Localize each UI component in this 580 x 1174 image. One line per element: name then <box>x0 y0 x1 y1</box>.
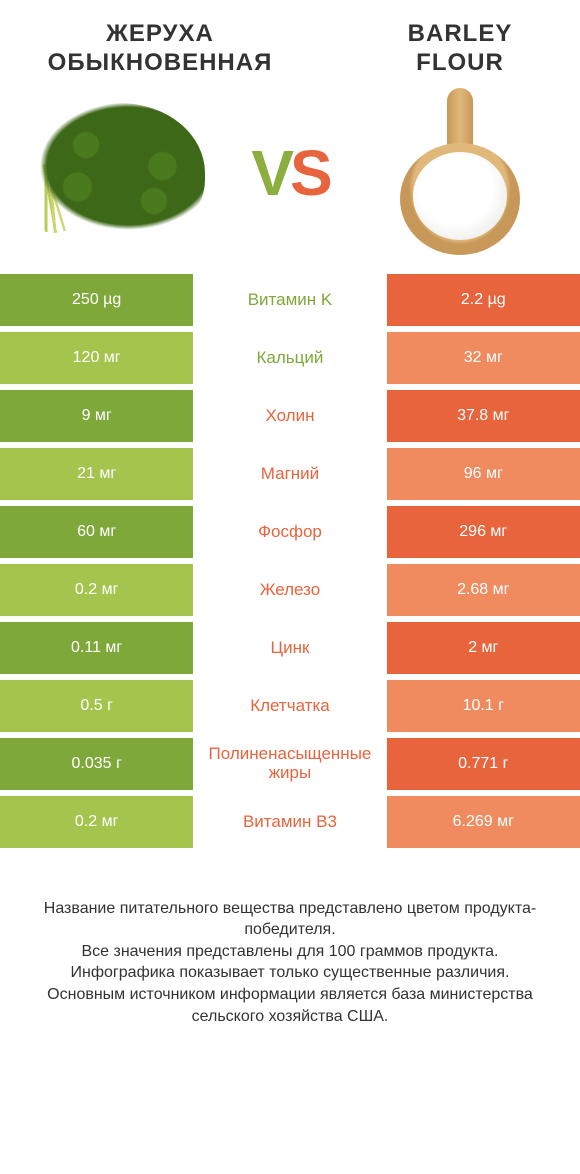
right-value: 2.2 µg <box>387 274 580 326</box>
table-row: 250 µgВитамин K2.2 µg <box>0 274 580 326</box>
right-value: 32 мг <box>387 332 580 384</box>
table-row: 0.2 мгВитамин B36.269 мг <box>0 796 580 848</box>
left-food-image <box>30 98 210 248</box>
table-row: 0.5 гКлетчатка10.1 г <box>0 680 580 732</box>
left-value: 0.5 г <box>0 680 193 732</box>
table-row: 9 мгХолин37.8 мг <box>0 390 580 442</box>
nutrient-name: Полиненасыщенные жиры <box>193 738 386 790</box>
left-value: 250 µg <box>0 274 193 326</box>
footer-line: Название питательного вещества представл… <box>20 898 560 941</box>
nutrient-name: Холин <box>193 390 386 442</box>
left-value: 120 мг <box>0 332 193 384</box>
right-value: 2.68 мг <box>387 564 580 616</box>
table-row: 60 мгФосфор296 мг <box>0 506 580 558</box>
left-value: 0.11 мг <box>0 622 193 674</box>
nutrient-name: Фосфор <box>193 506 386 558</box>
comparison-table: 250 µgВитамин K2.2 µg 120 мгКальций32 мг 9… <box>0 268 580 848</box>
right-value: 0.771 г <box>387 738 580 790</box>
right-value: 96 мг <box>387 448 580 500</box>
nutrient-name: Витамин K <box>193 274 386 326</box>
footer-line: Инфографика показывает только существенн… <box>20 962 560 984</box>
images-row: VS <box>0 88 580 268</box>
vs-label: VS <box>251 136 328 210</box>
right-value: 6.269 мг <box>387 796 580 848</box>
table-row: 120 мгКальций32 мг <box>0 332 580 384</box>
footer-line: Основным источником информации является … <box>20 984 560 1027</box>
left-value: 60 мг <box>0 506 193 558</box>
right-value: 37.8 мг <box>387 390 580 442</box>
left-value: 0.2 мг <box>0 564 193 616</box>
watercress-icon <box>35 103 205 243</box>
table-row: 21 мгМагний96 мг <box>0 448 580 500</box>
nutrient-name: Магний <box>193 448 386 500</box>
nutrient-name: Кальций <box>193 332 386 384</box>
right-value: 2 мг <box>387 622 580 674</box>
right-value: 10.1 г <box>387 680 580 732</box>
nutrient-name: Витамин B3 <box>193 796 386 848</box>
right-food-title: BARLEY FLOUR <box>370 20 550 78</box>
left-value: 0.035 г <box>0 738 193 790</box>
table-row: 0.2 мгЖелезо2.68 мг <box>0 564 580 616</box>
table-row: 0.11 мгЦинк2 мг <box>0 622 580 674</box>
left-value: 9 мг <box>0 390 193 442</box>
vs-s: S <box>290 137 329 209</box>
left-value: 0.2 мг <box>0 796 193 848</box>
footer-line: Все значения представлены для 100 граммо… <box>20 941 560 963</box>
spoon-flour-icon <box>385 88 535 258</box>
header: ЖЕРУХА ОБЫКНОВЕННАЯ BARLEY FLOUR <box>0 0 580 88</box>
table-row: 0.035 гПолиненасыщенные жиры0.771 г <box>0 738 580 790</box>
nutrient-name: Клетчатка <box>193 680 386 732</box>
nutrient-name: Цинк <box>193 622 386 674</box>
nutrient-name: Железо <box>193 564 386 616</box>
left-value: 21 мг <box>0 448 193 500</box>
footer-notes: Название питательного вещества представл… <box>0 848 580 1028</box>
vs-v: V <box>251 137 290 209</box>
left-food-title: ЖЕРУХА ОБЫКНОВЕННАЯ <box>30 20 290 78</box>
right-value: 296 мг <box>387 506 580 558</box>
right-food-image <box>370 98 550 248</box>
